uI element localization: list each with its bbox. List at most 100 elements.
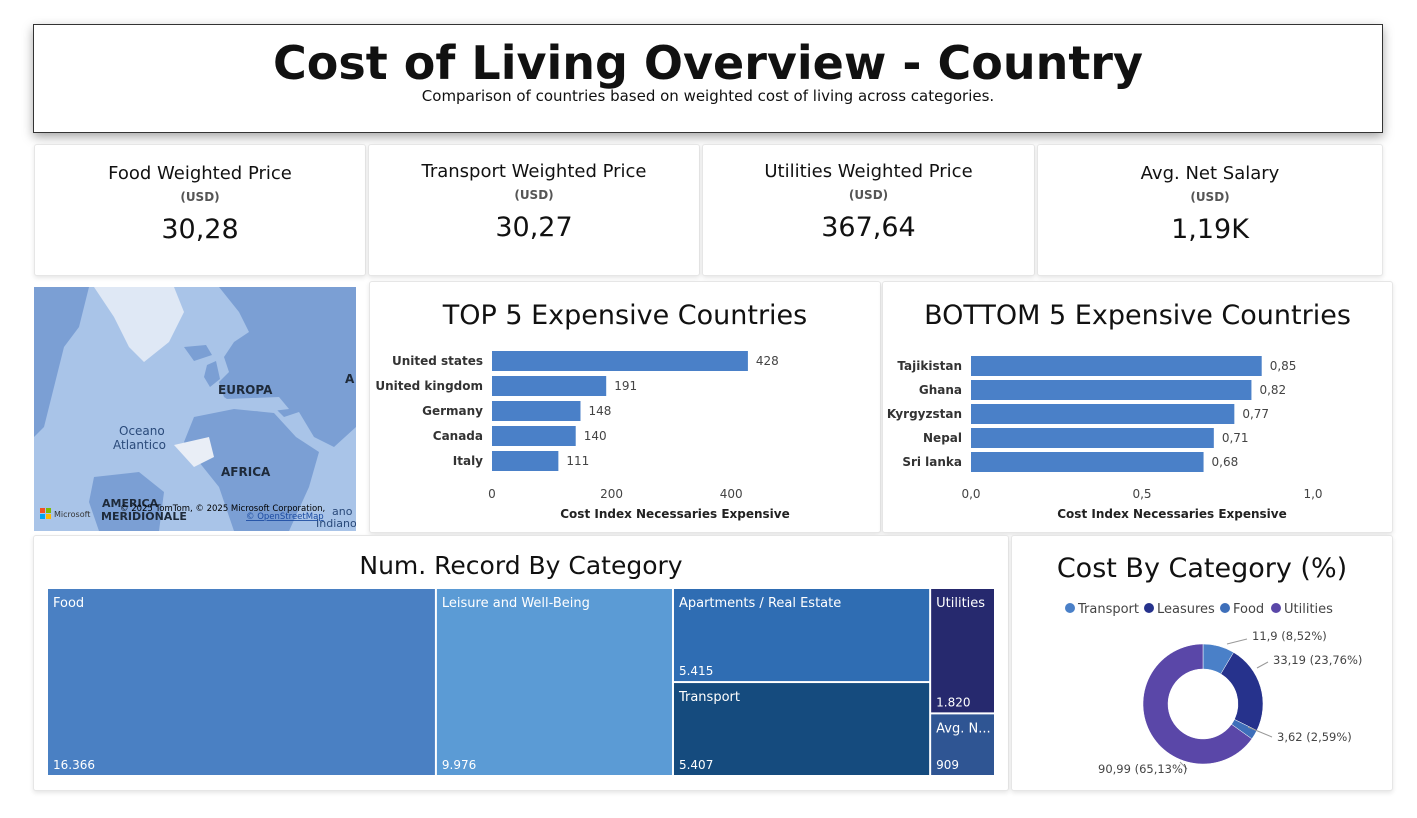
category-label: United kingdom [375, 379, 483, 393]
data-label: 428 [756, 354, 779, 368]
chart-title: BOTTOM 5 Expensive Countries [924, 300, 1351, 331]
treemap-tile-label: Transport [678, 690, 740, 705]
chart-title: TOP 5 Expensive Countries [442, 300, 808, 331]
bar[interactable] [492, 401, 581, 421]
category-label: Ghana [919, 383, 962, 397]
treemap-tile[interactable] [931, 714, 994, 775]
bar[interactable] [971, 428, 1214, 448]
top5-bar-chart[interactable]: Cost Index Necessaries Expensive United … [370, 282, 882, 534]
kpi-label: Transport Weighted Price [421, 161, 647, 182]
chart-title: Num. Record By Category [359, 551, 683, 580]
map-canvas[interactable]: EUROPA Oceano Atlantico AFRICA AMERICA M… [34, 287, 356, 531]
donut-slice[interactable] [1220, 652, 1264, 731]
kpi-value: 30,27 [495, 212, 573, 243]
bar[interactable] [971, 452, 1204, 472]
bar[interactable] [971, 404, 1235, 424]
donut-chart[interactable]: Transport Leasures Food Utilities 11,9 (8,52… [1012, 536, 1394, 792]
map-label: Atlantico [113, 438, 166, 452]
data-label: 140 [584, 429, 607, 443]
bar[interactable] [492, 451, 559, 471]
treemap-tile[interactable] [673, 589, 930, 682]
africa-shape [184, 409, 319, 531]
kpi-card-salary[interactable]: Avg. Net Salary (USD) 1,19K [1037, 144, 1383, 276]
dashboard-header: Cost of Living Overview - Country Compar… [33, 24, 1383, 133]
map-brand: Microsoft [54, 510, 90, 519]
bar[interactable] [492, 351, 748, 371]
data-label: 0,68 [1212, 455, 1239, 469]
x-tick-label: 0 [488, 487, 496, 501]
category-label: United states [392, 354, 483, 368]
kpi-label: Avg. Net Salary [1140, 163, 1280, 184]
treemap-tile-label: Apartments / Real Estate [679, 596, 841, 611]
category-label: Sri lanka [902, 455, 962, 469]
donut-card: Cost By Category (%) Transport Leasures Fo… [1011, 535, 1393, 791]
kpi-card-food[interactable]: Food Weighted Price (USD) 30,28 [34, 144, 366, 276]
map-label: MERIDIONALE [101, 510, 187, 523]
legend-label: Leasures [1157, 602, 1215, 617]
treemap-tile-value: 5.415 [679, 664, 713, 678]
donut-slice[interactable] [1142, 643, 1253, 765]
treemap-chart[interactable]: Food 16.366 Leisure and Well-Being 9.976 Apa… [34, 536, 1010, 792]
bar[interactable] [971, 380, 1252, 400]
treemap-tile-label: Leisure and Well-Being [442, 596, 590, 611]
x-tick-label: 400 [720, 487, 743, 501]
map-attribution-link[interactable]: © OpenStreetMap [246, 512, 324, 522]
map-label: Oceano [119, 424, 165, 438]
greenland-shape [94, 287, 184, 362]
x-tick-label: 200 [600, 487, 623, 501]
treemap-tile-label: Utilities [936, 596, 985, 611]
kpi-value: 367,64 [821, 212, 916, 243]
kpi-value: 30,28 [161, 214, 239, 245]
mediterranean-shape [226, 397, 289, 412]
map-label: EUROPA [218, 383, 273, 397]
map-label: AFRICA [221, 465, 271, 479]
treemap-tile-value: 5.407 [679, 758, 713, 772]
map-label: Indiano [316, 517, 356, 530]
highlight-shape [174, 437, 214, 467]
bottom5-bar-chart[interactable]: Cost Index Necessaries Expensive Tajikis… [883, 282, 1394, 534]
leader-line [1256, 661, 1269, 669]
category-label: Canada [433, 429, 483, 443]
kpi-unit: (USD) [180, 190, 220, 204]
slice-label: 3,62 (2,59%) [1277, 730, 1352, 744]
kpi-label: Food Weighted Price [108, 163, 292, 184]
x-tick-label: 0,5 [1132, 487, 1151, 501]
treemap-tile[interactable] [48, 589, 435, 775]
data-label: 0,77 [1242, 407, 1269, 421]
x-axis-title: Cost Index Necessaries Expensive [560, 507, 790, 521]
legend-label: Transport [1077, 602, 1139, 617]
legend-label: Food [1233, 602, 1264, 617]
data-label: 148 [588, 404, 611, 418]
data-label: 0,85 [1270, 359, 1297, 373]
bar[interactable] [492, 426, 576, 446]
page-subtitle: Comparison of countries based on weighte… [421, 87, 995, 105]
bar[interactable] [971, 356, 1262, 376]
world-map[interactable]: EUROPA Oceano Atlantico AFRICA AMERICA M… [34, 287, 356, 531]
iceland-shape [184, 345, 212, 361]
treemap-tile-label: Avg. N... [936, 721, 990, 736]
legend-marker [1220, 603, 1230, 613]
slice-label: 11,9 (8,52%) [1252, 629, 1327, 643]
data-label: 0,82 [1259, 383, 1286, 397]
treemap-tile[interactable] [931, 589, 994, 713]
treemap-tile-value: 1.820 [936, 695, 970, 709]
kpi-card-transport[interactable]: Transport Weighted Price (USD) 30,27 [368, 144, 700, 276]
map-label: AMERICA [102, 497, 159, 510]
bar[interactable] [492, 376, 607, 396]
slice-label: 33,19 (23,76%) [1273, 653, 1362, 667]
treemap-tile[interactable] [673, 683, 930, 775]
data-label: 191 [614, 379, 637, 393]
x-tick-label: 0,0 [961, 487, 980, 501]
map-attribution: © 2025 TomTom, © 2025 Microsoft Corporat… [120, 504, 325, 514]
leader-line [1226, 638, 1248, 645]
x-tick-label: 1,0 [1303, 487, 1322, 501]
kpi-value: 1,19K [1171, 214, 1249, 245]
kpi-card-utilities[interactable]: Utilities Weighted Price (USD) 367,64 [702, 144, 1035, 276]
treemap-tile[interactable] [436, 589, 672, 775]
leader-line [1247, 726, 1273, 738]
north-america-shape [34, 287, 89, 437]
uk-shape [204, 361, 220, 387]
microsoft-logo-icon [40, 508, 51, 519]
leader-line [1179, 761, 1188, 770]
data-label: 0,71 [1222, 431, 1249, 445]
